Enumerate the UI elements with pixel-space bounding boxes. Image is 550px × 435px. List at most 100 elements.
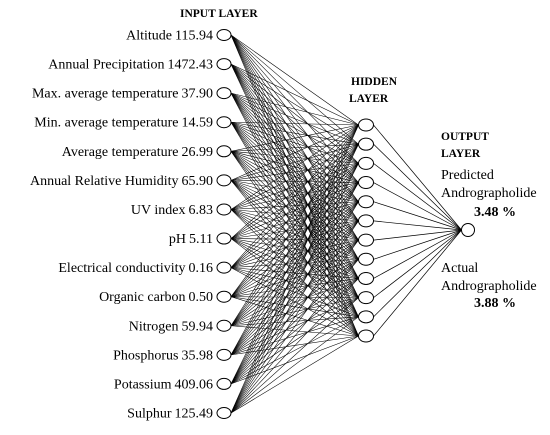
edge-input-14-hidden-9 bbox=[230, 278, 359, 414]
edge-input-9-hidden-3 bbox=[230, 163, 359, 268]
input-value-13: 409.06 bbox=[175, 377, 214, 392]
input-name-13: Potassium bbox=[114, 377, 172, 392]
input-name-3: Max. average temperature bbox=[32, 87, 179, 102]
edge-input-14-hidden-1 bbox=[230, 124, 359, 414]
input-name-11: Nitrogen bbox=[129, 319, 179, 334]
edge-input-1-hidden-4 bbox=[230, 34, 359, 183]
edge-input-10-hidden-1 bbox=[230, 124, 359, 297]
hidden-node-12 bbox=[358, 329, 374, 343]
input-name-1: Altitude bbox=[126, 29, 172, 44]
edge-hidden-8-output bbox=[373, 229, 462, 260]
hidden-layer bbox=[358, 118, 374, 343]
input-node-1 bbox=[216, 29, 232, 41]
edge-input-2-hidden-6 bbox=[230, 63, 359, 222]
edge-input-7-hidden-2 bbox=[230, 143, 359, 210]
output-layer bbox=[461, 223, 475, 237]
edge-hidden-12-output bbox=[373, 229, 462, 337]
edge-input-4-hidden-9 bbox=[230, 122, 359, 279]
edge-input-6-hidden-8 bbox=[230, 180, 359, 260]
edge-input-6-hidden-10 bbox=[230, 180, 359, 298]
input-node-8 bbox=[216, 232, 232, 245]
edge-input-7-hidden-9 bbox=[230, 209, 359, 279]
edge-input-5-hidden-11 bbox=[230, 151, 359, 317]
edge-input-7-hidden-3 bbox=[230, 163, 359, 210]
edge-input-8-hidden-11 bbox=[230, 238, 359, 318]
edge-input-13-hidden-12 bbox=[230, 335, 359, 385]
edge-input-1-hidden-3 bbox=[230, 34, 359, 164]
edge-input-3-hidden-8 bbox=[230, 92, 359, 260]
edge-hidden-1-output bbox=[373, 124, 462, 231]
input-node-12 bbox=[216, 348, 232, 361]
edge-input-11-hidden-1 bbox=[230, 124, 359, 326]
edge-input-13-hidden-4 bbox=[230, 182, 359, 385]
input-node-14 bbox=[216, 407, 232, 419]
predicted-value: 3.48 % bbox=[474, 205, 516, 220]
edge-input-2-hidden-1 bbox=[230, 63, 359, 126]
edge-input-9-hidden-12 bbox=[230, 267, 359, 337]
edge-hidden-6-output bbox=[373, 220, 462, 231]
edge-input-3-hidden-2 bbox=[230, 92, 359, 145]
input-value-5: 26.99 bbox=[182, 145, 214, 160]
edge-hidden-2-output bbox=[373, 143, 462, 231]
edge-input-5-hidden-6 bbox=[230, 151, 359, 222]
predicted-label-line2: Andrographolide bbox=[441, 186, 537, 201]
edge-input-13-hidden-2 bbox=[230, 144, 359, 385]
edge-input-5-hidden-10 bbox=[230, 151, 359, 298]
edge-input-2-hidden-2 bbox=[230, 63, 359, 145]
edge-input-8-hidden-2 bbox=[230, 143, 359, 239]
input-value-3: 37.90 bbox=[182, 87, 214, 102]
input-name-14: Sulphur bbox=[127, 407, 172, 422]
edge-input-3-hidden-7 bbox=[230, 92, 359, 241]
edge-input-10-hidden-3 bbox=[230, 163, 359, 297]
input-value-9: 0.16 bbox=[189, 261, 214, 276]
edge-input-14-hidden-7 bbox=[230, 239, 359, 414]
hidden-node-6 bbox=[358, 214, 374, 228]
edge-input-13-hidden-1 bbox=[230, 124, 359, 385]
edge-input-13-hidden-6 bbox=[230, 220, 359, 385]
edge-input-8-hidden-1 bbox=[230, 124, 359, 239]
edge-input-4-hidden-1 bbox=[230, 121, 359, 126]
input-value-11: 59.94 bbox=[182, 319, 214, 334]
edge-input-14-hidden-6 bbox=[230, 220, 359, 414]
input-name-12: Phosphorus bbox=[113, 348, 178, 363]
input-value-6: 65.90 bbox=[182, 174, 214, 189]
edge-input-7-hidden-1 bbox=[230, 124, 359, 210]
edge-input-13-hidden-7 bbox=[230, 239, 359, 385]
input-node-13 bbox=[216, 377, 232, 390]
hidden-node-3 bbox=[358, 156, 374, 170]
input-node-5 bbox=[216, 145, 232, 158]
edge-input-14-hidden-4 bbox=[230, 182, 359, 414]
input-value-1: 115.94 bbox=[175, 29, 213, 44]
connection-lines bbox=[230, 34, 462, 414]
predicted-label-line1: Predicted bbox=[441, 168, 494, 183]
output-node bbox=[461, 223, 475, 237]
hidden-node-1 bbox=[358, 118, 374, 132]
input-name-10: Organic carbon bbox=[99, 290, 185, 305]
edge-input-6-hidden-9 bbox=[230, 180, 359, 279]
hidden-layer-title-line2: LAYER bbox=[349, 93, 389, 105]
edge-input-14-hidden-5 bbox=[230, 201, 359, 414]
input-value-7: 6.83 bbox=[189, 203, 214, 218]
edge-input-4-hidden-10 bbox=[230, 122, 359, 298]
input-node-11 bbox=[216, 319, 232, 332]
input-node-2 bbox=[216, 58, 232, 71]
input-name-6: Annual Relative Humidity bbox=[30, 174, 179, 189]
edge-input-2-hidden-3 bbox=[230, 63, 359, 164]
edge-hidden-4-output bbox=[373, 182, 462, 231]
edge-input-1-hidden-2 bbox=[230, 34, 359, 145]
input-node-6 bbox=[216, 174, 232, 187]
hidden-node-8 bbox=[358, 252, 374, 266]
edge-input-9-hidden-2 bbox=[230, 143, 359, 268]
input-name-4: Min. average temperature bbox=[34, 116, 178, 131]
edge-input-5-hidden-2 bbox=[230, 143, 359, 152]
edge-input-12-hidden-2 bbox=[230, 144, 359, 355]
edge-hidden-9-output bbox=[373, 229, 462, 279]
hidden-node-5 bbox=[358, 195, 374, 209]
edge-input-5-hidden-9 bbox=[230, 151, 359, 279]
edge-input-6-hidden-1 bbox=[230, 124, 359, 181]
hidden-node-7 bbox=[358, 233, 374, 247]
hidden-layer-title-line1: HIDDEN bbox=[351, 76, 398, 88]
edge-input-11-hidden-2 bbox=[230, 144, 359, 326]
